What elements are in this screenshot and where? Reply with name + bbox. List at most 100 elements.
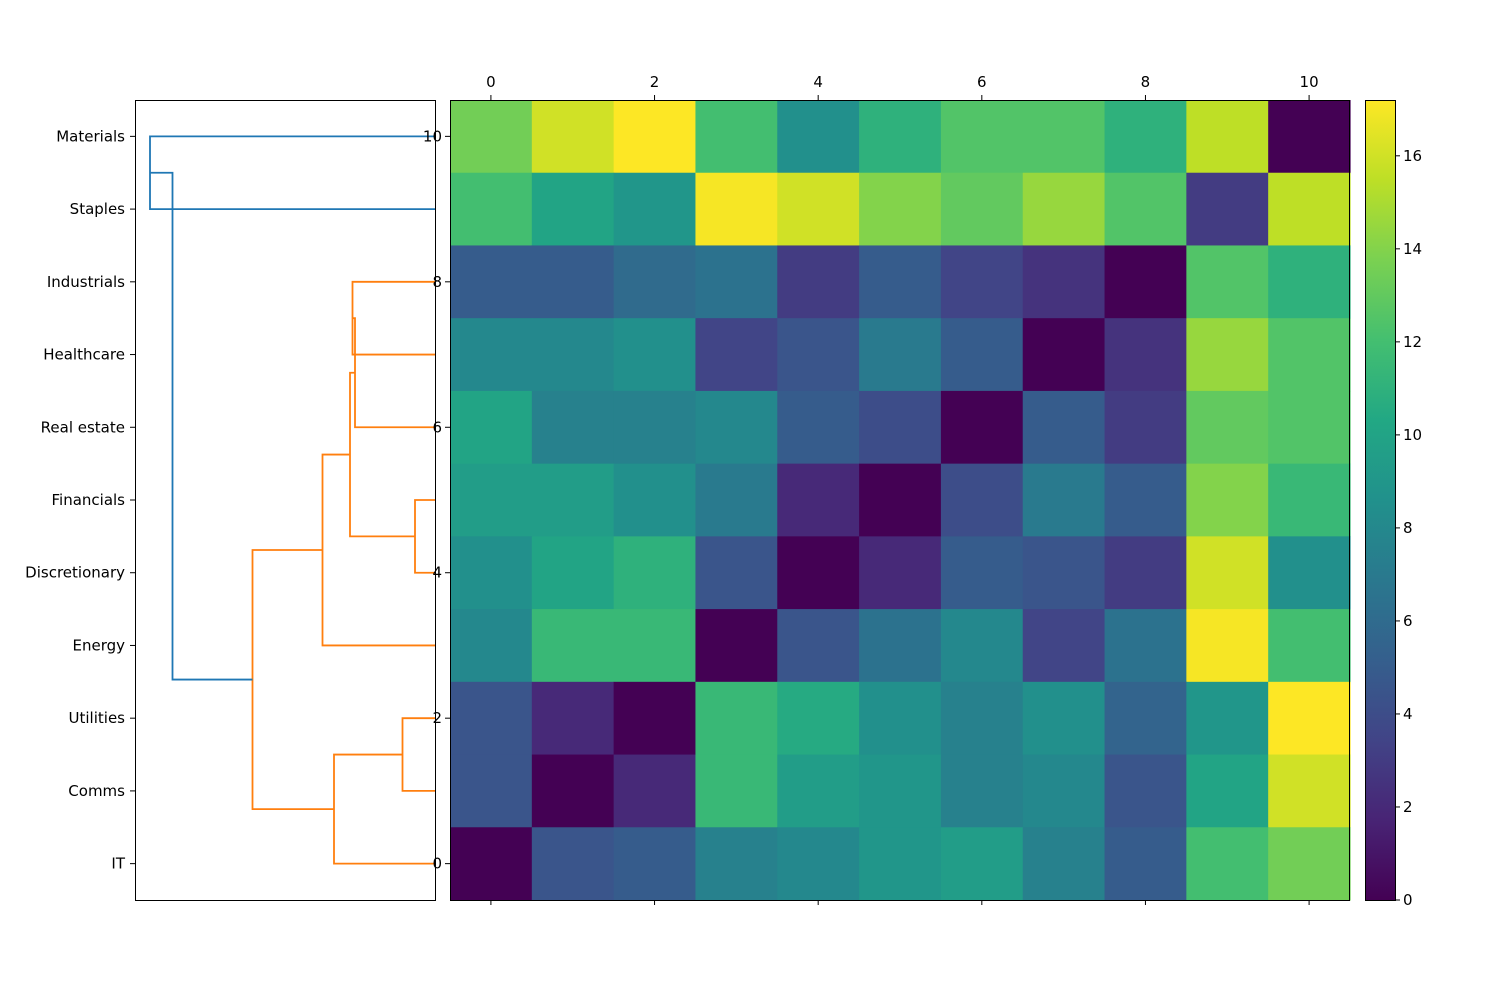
heatmap-cell <box>777 681 860 756</box>
heatmap-cell <box>859 245 942 319</box>
heatmap-cell <box>695 609 778 683</box>
dendrogram-link-9 <box>150 171 253 681</box>
heatmap-cell <box>1268 827 1351 901</box>
heatmap-cell <box>1104 245 1187 319</box>
heatmap-cell <box>1022 754 1106 828</box>
heatmap-y-tick-label: 4 <box>432 564 442 582</box>
heatmap-cell <box>613 245 697 319</box>
heatmap-cell <box>1186 245 1269 319</box>
dendrogram-leaf-label: Materials <box>56 127 125 145</box>
heatmap-cell <box>1268 172 1351 247</box>
heatmap-cell <box>859 172 942 247</box>
heatmap-cell <box>940 609 1024 683</box>
heatmap-cell <box>1186 681 1269 756</box>
heatmap-cell <box>1022 827 1106 901</box>
dendrogram-leaf-label: Industrials <box>47 273 125 291</box>
heatmap-x-tick-label: 4 <box>813 73 823 91</box>
heatmap-cell <box>695 100 778 174</box>
heatmap-cell <box>1104 390 1187 465</box>
heatmap-cell <box>1186 100 1269 174</box>
heatmap-cell <box>613 100 697 174</box>
heatmap-cell <box>1104 172 1187 247</box>
heatmap-cell <box>531 390 615 465</box>
colorbar-tick-label: 10 <box>1403 426 1422 444</box>
heatmap-x-tick-label: 6 <box>977 73 987 91</box>
heatmap-cell <box>1022 681 1106 756</box>
heatmap-x-tick-label: 2 <box>650 73 660 91</box>
heatmap-cell <box>531 245 615 319</box>
heatmap-cell <box>531 100 615 174</box>
heatmap-cell <box>1268 463 1351 537</box>
heatmap-cell <box>777 827 860 901</box>
heatmap-cell <box>777 754 860 828</box>
heatmap-cell <box>1186 318 1269 392</box>
heatmap-y-tick-label: 2 <box>432 709 442 727</box>
heatmap-x-tick-label: 0 <box>486 73 496 91</box>
heatmap-cell <box>613 609 697 683</box>
colorbar-tick-label: 12 <box>1403 333 1422 351</box>
heatmap-cell <box>859 609 942 683</box>
heatmap-cell <box>859 536 942 610</box>
heatmap-cell <box>1104 100 1187 174</box>
heatmap-cell <box>940 172 1024 247</box>
heatmap-cell <box>531 172 615 247</box>
heatmap-cell <box>695 463 778 537</box>
heatmap-cell <box>1104 827 1187 901</box>
colorbar-frame <box>1365 100 1396 901</box>
heatmap-cell <box>695 390 778 465</box>
heatmap-cell <box>940 463 1024 537</box>
heatmap-cell <box>450 172 533 247</box>
heatmap-cell <box>940 245 1024 319</box>
colorbar-tick-label: 14 <box>1403 240 1422 258</box>
heatmap-x-ticks: 0 2 4 6 8 10 <box>486 73 1319 905</box>
heatmap-cell <box>1268 245 1351 319</box>
heatmap-cell <box>859 390 942 465</box>
colorbar-ticks: 0 2 4 6 8 10 12 14 16 <box>1395 147 1422 909</box>
heatmap-cell <box>1022 463 1106 537</box>
heatmap-cell <box>940 681 1024 756</box>
heatmap-cell <box>450 681 533 756</box>
heatmap-cell <box>940 318 1024 392</box>
colorbar: 0 2 4 6 8 10 12 14 16 <box>1365 100 1422 909</box>
dendrogram-leaf-label: Staples <box>70 200 126 218</box>
heatmap-cell <box>695 536 778 610</box>
heatmap-cell <box>1022 172 1106 247</box>
heatmap-cell <box>777 390 860 465</box>
heatmap-cell <box>1186 609 1269 683</box>
heatmap-cell <box>1268 609 1351 683</box>
heatmap-cell <box>450 463 533 537</box>
heatmap-cell <box>1104 463 1187 537</box>
heatmap-cell <box>777 100 860 174</box>
heatmap-cell <box>1186 827 1269 901</box>
colorbar-tick-label: 2 <box>1403 798 1413 816</box>
heatmap-x-tick-label: 10 <box>1300 73 1319 91</box>
heatmap-cell <box>613 390 697 465</box>
heatmap-cell <box>777 463 860 537</box>
heatmap-cell <box>859 100 942 174</box>
heatmap-cell <box>1022 390 1106 465</box>
heatmap-cell <box>450 827 533 901</box>
heatmap-cell <box>859 681 942 756</box>
dendrogram-leaf-ticks <box>130 135 135 865</box>
heatmap-cell <box>1186 390 1269 465</box>
dendrogram-leaf-label: Real estate <box>41 418 125 436</box>
heatmap-cell <box>450 536 533 610</box>
dendrogram-leaf-label: Healthcare <box>43 346 125 364</box>
heatmap-cell <box>940 536 1024 610</box>
heatmap-cell <box>1268 318 1351 392</box>
heatmap-panel: 0 2 4 6 8 10 0 2 4 6 8 10 <box>423 73 1351 905</box>
heatmap-cell <box>450 390 533 465</box>
dendrogram-leaf-label: Discretionary <box>25 564 125 582</box>
heatmap-cell <box>695 172 778 247</box>
heatmap-cell <box>777 318 860 392</box>
heatmap-cell <box>777 245 860 319</box>
heatmap-cell <box>940 100 1024 174</box>
heatmap-cell <box>531 681 615 756</box>
heatmap-cell <box>531 318 615 392</box>
heatmap-cell <box>613 754 697 828</box>
heatmap-cell <box>613 318 697 392</box>
heatmap-cell <box>1022 536 1106 610</box>
heatmap-cell <box>450 609 533 683</box>
heatmap-cell <box>695 318 778 392</box>
